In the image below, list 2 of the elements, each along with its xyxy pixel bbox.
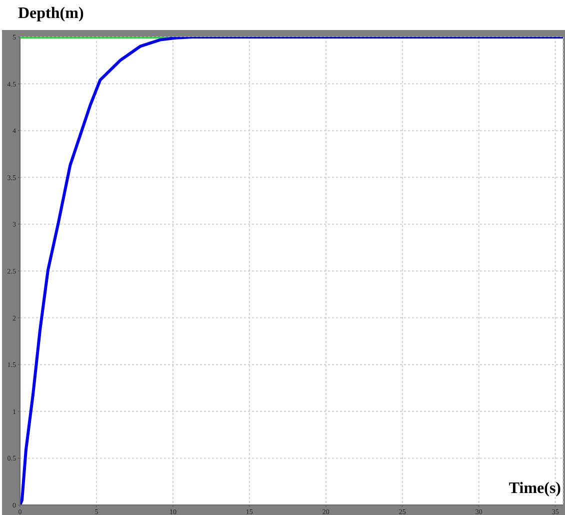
chart-title: Depth(m) bbox=[18, 5, 84, 23]
x-axis-title: Time(s) bbox=[508, 480, 561, 498]
